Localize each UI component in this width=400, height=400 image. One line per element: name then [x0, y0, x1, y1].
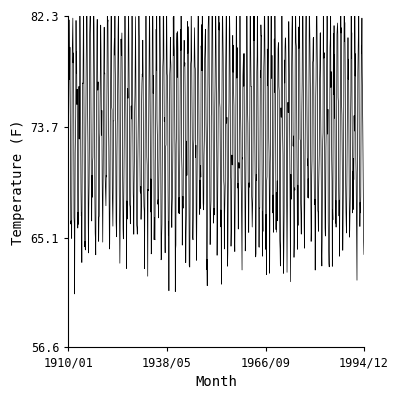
- X-axis label: Month: Month: [195, 375, 237, 389]
- Y-axis label: Temperature (F): Temperature (F): [11, 119, 25, 244]
